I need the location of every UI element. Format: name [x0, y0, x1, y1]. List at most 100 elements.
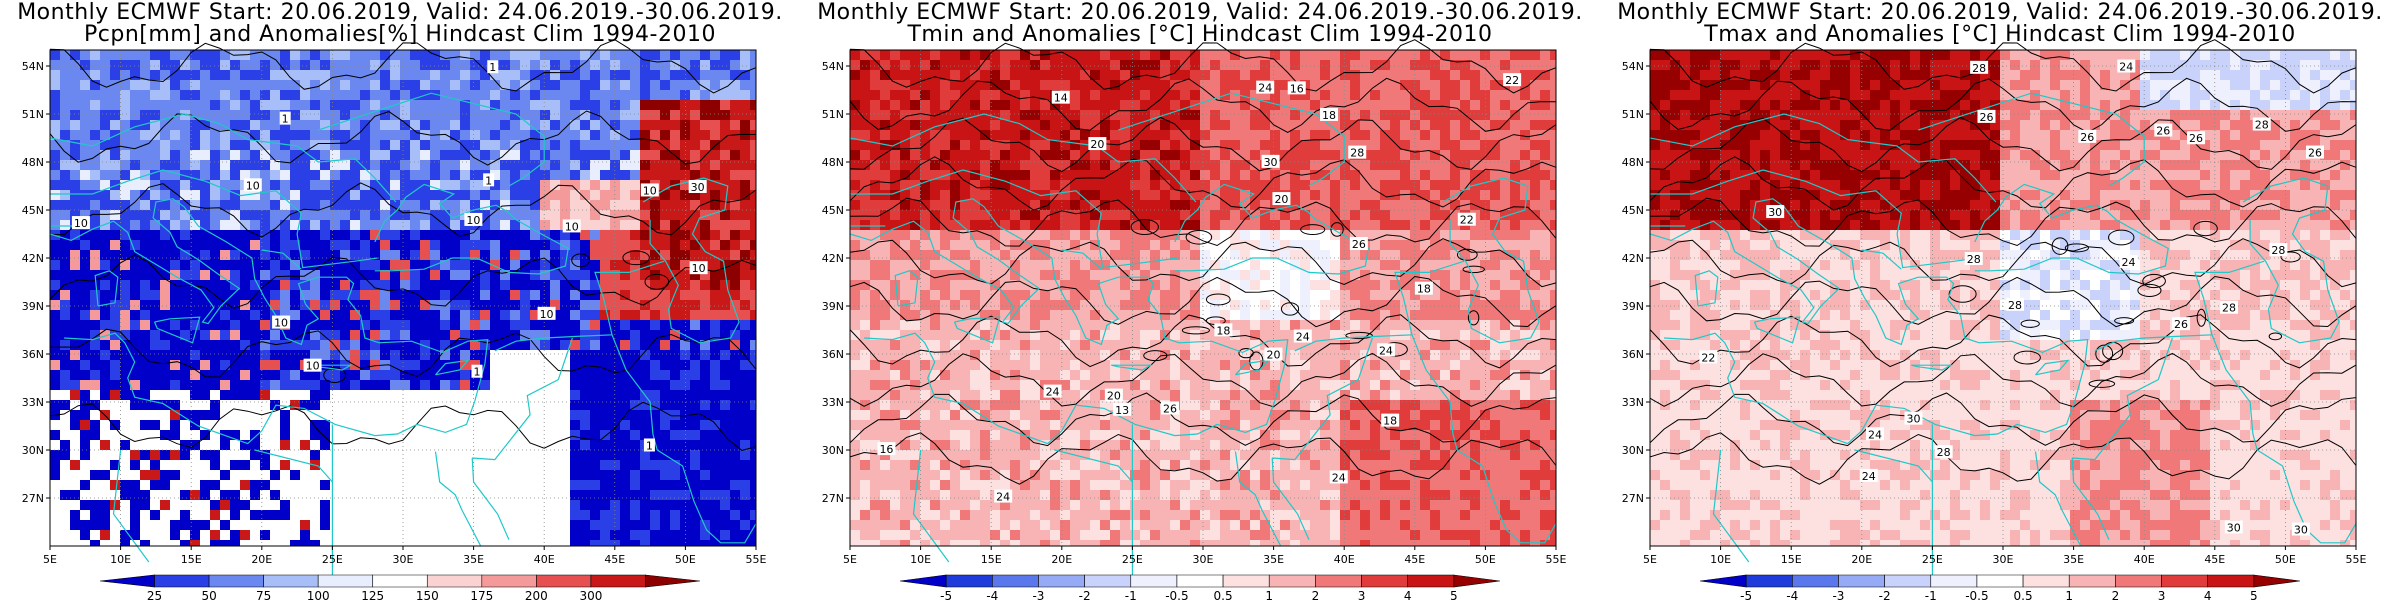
anomaly-cell — [510, 440, 520, 450]
anomaly-cell — [300, 500, 310, 510]
anomaly-cell — [680, 340, 690, 350]
anomaly-cell — [1280, 170, 1290, 180]
anomaly-cell — [980, 80, 990, 90]
anomaly-cell — [100, 450, 110, 460]
anomaly-cell — [950, 120, 960, 130]
anomaly-cell — [60, 380, 70, 390]
anomaly-cell — [150, 250, 160, 260]
anomaly-cell — [490, 380, 500, 390]
anomaly-cell — [1330, 120, 1340, 130]
anomaly-cell — [180, 270, 190, 280]
anomaly-cell — [1230, 130, 1240, 140]
anomaly-cell — [1250, 150, 1260, 160]
anomaly-cell — [1540, 90, 1550, 100]
anomaly-cell — [180, 190, 190, 200]
anomaly-cell — [70, 410, 80, 420]
anomaly-cell — [1430, 70, 1440, 80]
anomaly-cell — [100, 200, 110, 210]
anomaly-cell — [560, 320, 570, 330]
anomaly-cell — [1480, 180, 1490, 190]
anomaly-cell — [310, 280, 320, 290]
anomaly-cell — [1380, 90, 1390, 100]
anomaly-cell — [300, 50, 310, 60]
anomaly-cell — [330, 250, 340, 260]
anomaly-cell — [620, 140, 630, 150]
contour-line — [49, 254, 757, 309]
anomaly-cell — [290, 150, 300, 160]
anomaly-cell — [320, 310, 330, 320]
anomaly-cell — [250, 450, 260, 460]
anomaly-cell — [370, 120, 380, 130]
anomaly-cell — [330, 180, 340, 190]
anomaly-cell — [420, 250, 430, 260]
anomaly-cell — [130, 320, 140, 330]
anomaly-cell — [1230, 210, 1240, 220]
anomaly-cell — [880, 210, 890, 220]
anomaly-cell — [290, 510, 300, 520]
anomaly-cell — [1420, 170, 1430, 180]
anomaly-cell — [1080, 130, 1090, 140]
anomaly-cell — [1100, 130, 1110, 140]
anomaly-cell — [180, 220, 190, 230]
anomaly-cell — [100, 50, 110, 60]
anomaly-cell — [660, 60, 670, 70]
anomaly-cell — [360, 160, 370, 170]
anomaly-cell — [410, 390, 420, 400]
anomaly-cell — [300, 490, 310, 500]
anomaly-cell — [420, 520, 430, 530]
anomaly-cell — [660, 210, 670, 220]
anomaly-cell — [290, 90, 300, 100]
anomaly-cell — [400, 520, 410, 530]
anomaly-cell — [450, 170, 460, 180]
anomaly-cell — [580, 140, 590, 150]
anomaly-cell — [510, 50, 520, 60]
anomaly-cell — [1410, 60, 1420, 70]
anomaly-cell — [890, 50, 900, 60]
anomaly-cell — [440, 490, 450, 500]
anomaly-cell — [710, 270, 720, 280]
anomaly-cell — [180, 80, 190, 90]
anomaly-cell — [500, 120, 510, 130]
anomaly-cell — [90, 430, 100, 440]
anomaly-cell — [740, 360, 750, 370]
anomaly-cell — [930, 100, 940, 110]
anomaly-cell — [50, 180, 60, 190]
anomaly-cell — [540, 420, 550, 430]
anomaly-cell — [420, 270, 430, 280]
anomaly-cell — [650, 340, 660, 350]
anomaly-cell — [700, 90, 710, 100]
anomaly-cell — [620, 90, 630, 100]
anomaly-cell — [200, 330, 210, 340]
panel-title-line1: Monthly ECMWF Start: 20.06.2019, Valid: … — [17, 0, 783, 25]
anomaly-cell — [470, 470, 480, 480]
anomaly-cell — [1510, 150, 1520, 160]
anomaly-cell — [1140, 90, 1150, 100]
contour-label: 30 — [691, 181, 705, 194]
anomaly-cell — [420, 310, 430, 320]
anomaly-cell — [1360, 160, 1370, 170]
anomaly-cell — [1010, 130, 1020, 140]
anomaly-cell — [660, 110, 670, 120]
anomaly-cell — [180, 350, 190, 360]
anomaly-cell — [210, 240, 220, 250]
anomaly-cell — [980, 90, 990, 100]
anomaly-cell — [210, 430, 220, 440]
anomaly-cell — [1430, 170, 1440, 180]
anomaly-cell — [710, 310, 720, 320]
anomaly-cell — [590, 480, 600, 490]
anomaly-cell — [1460, 120, 1470, 130]
anomaly-cell — [310, 390, 320, 400]
anomaly-cell — [360, 240, 370, 250]
anomaly-cell — [130, 510, 140, 520]
anomaly-cell — [570, 430, 580, 440]
anomaly-cell — [570, 380, 580, 390]
anomaly-cell — [590, 120, 600, 130]
anomaly-cell — [100, 360, 110, 370]
anomaly-cell — [1400, 200, 1410, 210]
anomaly-cell — [620, 310, 630, 320]
anomaly-cell — [860, 80, 870, 90]
anomaly-cell — [260, 270, 270, 280]
anomaly-cell — [70, 200, 80, 210]
anomaly-cell — [500, 380, 510, 390]
anomaly-cell — [520, 160, 530, 170]
